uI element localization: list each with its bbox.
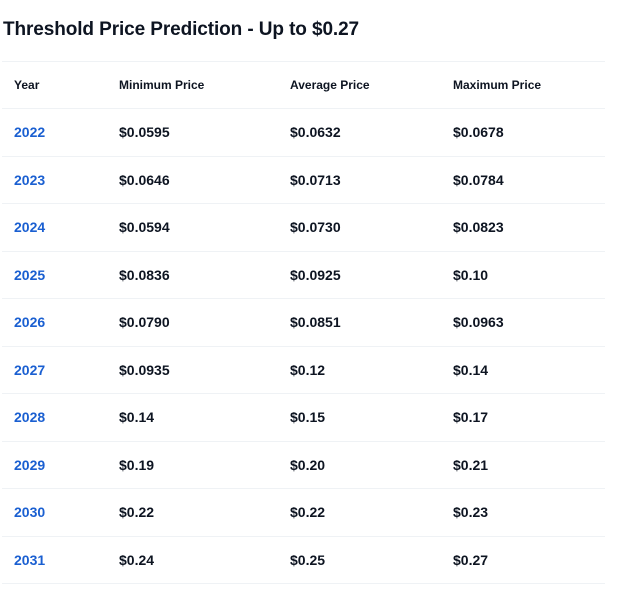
table-row: 2026 $0.0790 $0.0851 $0.0963 <box>2 298 605 347</box>
table-row: 2027 $0.0935 $0.12 $0.14 <box>2 346 605 394</box>
cell-year: 2022 <box>2 108 119 157</box>
table-row: 2030 $0.22 $0.22 $0.23 <box>2 488 605 537</box>
price-prediction-table: Year Minimum Price Average Price Maximum… <box>2 61 605 584</box>
cell-minimum-price: $0.24 <box>119 536 290 584</box>
year-link[interactable]: 2025 <box>14 266 46 283</box>
cell-average-price: $0.0925 <box>290 251 453 299</box>
cell-average-price: $0.0632 <box>290 108 453 157</box>
table-row: 2022 $0.0595 $0.0632 $0.0678 <box>2 108 605 157</box>
cell-minimum-price: $0.0594 <box>119 203 290 252</box>
table-row: 2031 $0.24 $0.25 $0.27 <box>2 536 605 584</box>
header-year: Year <box>2 61 119 109</box>
year-link[interactable]: 2030 <box>14 504 46 521</box>
cell-maximum-price: $0.0784 <box>453 156 605 204</box>
cell-maximum-price: $0.0963 <box>453 298 605 347</box>
cell-minimum-price: $0.0646 <box>119 156 290 204</box>
cell-maximum-price: $0.14 <box>453 346 605 394</box>
page-title: Threshold Price Prediction - Up to $0.27 <box>3 19 360 40</box>
header-maximum-price: Maximum Price <box>453 61 605 109</box>
year-link[interactable]: 2022 <box>14 124 46 141</box>
cell-average-price: $0.20 <box>290 441 453 489</box>
cell-average-price: $0.0713 <box>290 156 453 204</box>
cell-year: 2024 <box>2 203 119 252</box>
cell-maximum-price: $0.27 <box>453 536 605 584</box>
cell-minimum-price: $0.22 <box>119 488 290 537</box>
cell-minimum-price: $0.0595 <box>119 108 290 157</box>
cell-maximum-price: $0.0823 <box>453 203 605 252</box>
cell-maximum-price: $0.23 <box>453 488 605 537</box>
cell-year: 2027 <box>2 346 119 394</box>
cell-maximum-price: $0.17 <box>453 393 605 442</box>
cell-average-price: $0.25 <box>290 536 453 584</box>
cell-year: 2031 <box>2 536 119 584</box>
cell-average-price: $0.22 <box>290 488 453 537</box>
cell-year: 2030 <box>2 488 119 537</box>
cell-minimum-price: $0.0935 <box>119 346 290 394</box>
cell-minimum-price: $0.14 <box>119 393 290 442</box>
table-row: 2028 $0.14 $0.15 $0.17 <box>2 393 605 442</box>
table-row: 2023 $0.0646 $0.0713 $0.0784 <box>2 156 605 204</box>
cell-average-price: $0.0730 <box>290 203 453 252</box>
table-header: Year Minimum Price Average Price Maximum… <box>2 61 605 109</box>
year-link[interactable]: 2031 <box>14 551 46 568</box>
cell-maximum-price: $0.21 <box>453 441 605 489</box>
cell-year: 2023 <box>2 156 119 204</box>
table-row: 2025 $0.0836 $0.0925 $0.10 <box>2 251 605 299</box>
cell-maximum-price: $0.10 <box>453 251 605 299</box>
year-link[interactable]: 2023 <box>14 171 46 188</box>
cell-year: 2026 <box>2 298 119 347</box>
cell-minimum-price: $0.0790 <box>119 298 290 347</box>
year-link[interactable]: 2026 <box>14 314 46 331</box>
year-link[interactable]: 2027 <box>14 361 46 378</box>
table-row: 2024 $0.0594 $0.0730 $0.0823 <box>2 203 605 252</box>
year-link[interactable]: 2029 <box>14 456 46 473</box>
header-average-price: Average Price <box>290 61 453 109</box>
cell-year: 2028 <box>2 393 119 442</box>
cell-average-price: $0.15 <box>290 393 453 442</box>
cell-year: 2029 <box>2 441 119 489</box>
cell-minimum-price: $0.19 <box>119 441 290 489</box>
table-body: 2022 $0.0595 $0.0632 $0.0678 2023 $0.0646 $0.0… <box>2 108 605 584</box>
cell-minimum-price: $0.0836 <box>119 251 290 299</box>
cell-average-price: $0.12 <box>290 346 453 394</box>
table-row: 2029 $0.19 $0.20 $0.21 <box>2 441 605 489</box>
cell-year: 2025 <box>2 251 119 299</box>
header-row: Year Minimum Price Average Price Maximum… <box>2 61 605 109</box>
year-link[interactable]: 2024 <box>14 219 46 236</box>
cell-average-price: $0.0851 <box>290 298 453 347</box>
year-link[interactable]: 2028 <box>14 409 46 426</box>
cell-maximum-price: $0.0678 <box>453 108 605 157</box>
header-minimum-price: Minimum Price <box>119 61 290 109</box>
